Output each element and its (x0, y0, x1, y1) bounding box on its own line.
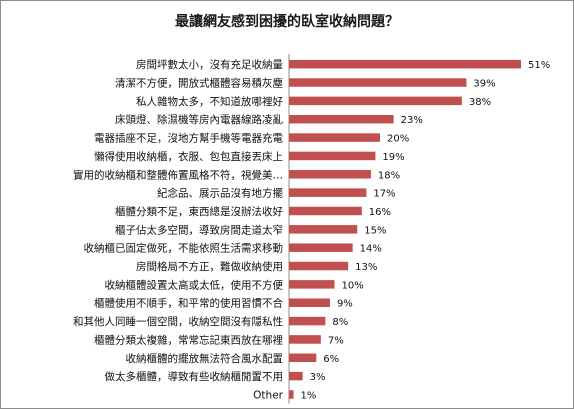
value-label: 16% (369, 207, 391, 218)
value-label: 8% (332, 317, 348, 328)
category-label: 清潔不方便，開放式櫃體容易積灰塵 (115, 77, 283, 90)
category-label: Other (253, 389, 283, 401)
value-label: 38% (469, 97, 491, 108)
value-label: 9% (337, 299, 353, 310)
bar (289, 316, 326, 326)
bar (289, 335, 321, 344)
bar (289, 298, 330, 307)
value-label: 39% (473, 79, 495, 90)
bar (289, 96, 462, 106)
value-label: 18% (378, 170, 400, 181)
value-label: 3% (310, 372, 326, 383)
category-label: 床頭燈、除濕機等房內電器線路凌亂 (115, 113, 283, 126)
category-label: 收納櫃體的擺放無法符合風水配置 (126, 352, 284, 365)
value-label: 13% (355, 262, 377, 273)
bar (289, 225, 358, 234)
value-label: 20% (387, 134, 409, 145)
value-label: 23% (401, 115, 423, 126)
value-label: 14% (360, 244, 382, 255)
category-label: 櫃體分類太複雜，常常忘記東西放在哪裡 (94, 333, 283, 346)
bar (289, 151, 376, 161)
category-label: 房間格局不方正，難做收納使用 (136, 260, 283, 273)
value-label: 10% (341, 280, 363, 291)
category-label: 電器插座不足，沒地方幫手機等電器充電 (94, 132, 283, 145)
bar (289, 390, 294, 399)
chart-title: 最讓網友感到困擾的臥室收納問題？ (175, 14, 399, 30)
bar (289, 188, 367, 197)
category-label: 收納櫃體設置太高或太低，使用不方便 (105, 278, 284, 291)
category-label: 懶得使用收納櫃，衣服、包包直接丟床上 (94, 150, 283, 163)
value-label: 6% (323, 354, 339, 365)
bar (289, 114, 394, 124)
bar (289, 78, 467, 87)
category-label: 實用的收納櫃和整體佈置風格不符，視覺美… (73, 168, 283, 181)
bar (289, 59, 521, 69)
category-label: 櫃體分類不足，東西總是沒辦法收好 (115, 205, 283, 218)
category-label: 櫃子佔太多空間，導致房間走道太窄 (115, 223, 283, 236)
bar (289, 133, 380, 142)
value-label: 7% (328, 335, 344, 346)
category-label: 做太多櫃體，導致有些收納櫃閒置不用 (105, 370, 284, 383)
category-label: 櫃體使用不順手，和平常的使用習慣不合 (94, 297, 283, 310)
bar (289, 371, 303, 381)
bar (289, 353, 317, 363)
bar (289, 170, 371, 179)
bar (289, 261, 349, 271)
value-label: 19% (382, 152, 404, 163)
category-label: 紀念品、展示品沒有地方擺 (157, 187, 283, 200)
category-label: 收納櫃已固定做死，不能依照生活需求移動 (84, 242, 284, 255)
bar (289, 280, 335, 289)
value-label: 17% (373, 189, 395, 200)
value-label: 51% (528, 60, 550, 71)
value-label: 15% (364, 225, 386, 236)
category-label: 房間坪數太小，沒有充足收納量 (136, 58, 283, 71)
value-label: 1% (301, 390, 317, 401)
category-label: 和其他人同睡一個空間，收納空間沒有隱私性 (73, 315, 283, 328)
bar (289, 243, 353, 252)
category-label: 私人雜物太多，不知道放哪裡好 (136, 95, 283, 108)
bar (289, 206, 362, 216)
